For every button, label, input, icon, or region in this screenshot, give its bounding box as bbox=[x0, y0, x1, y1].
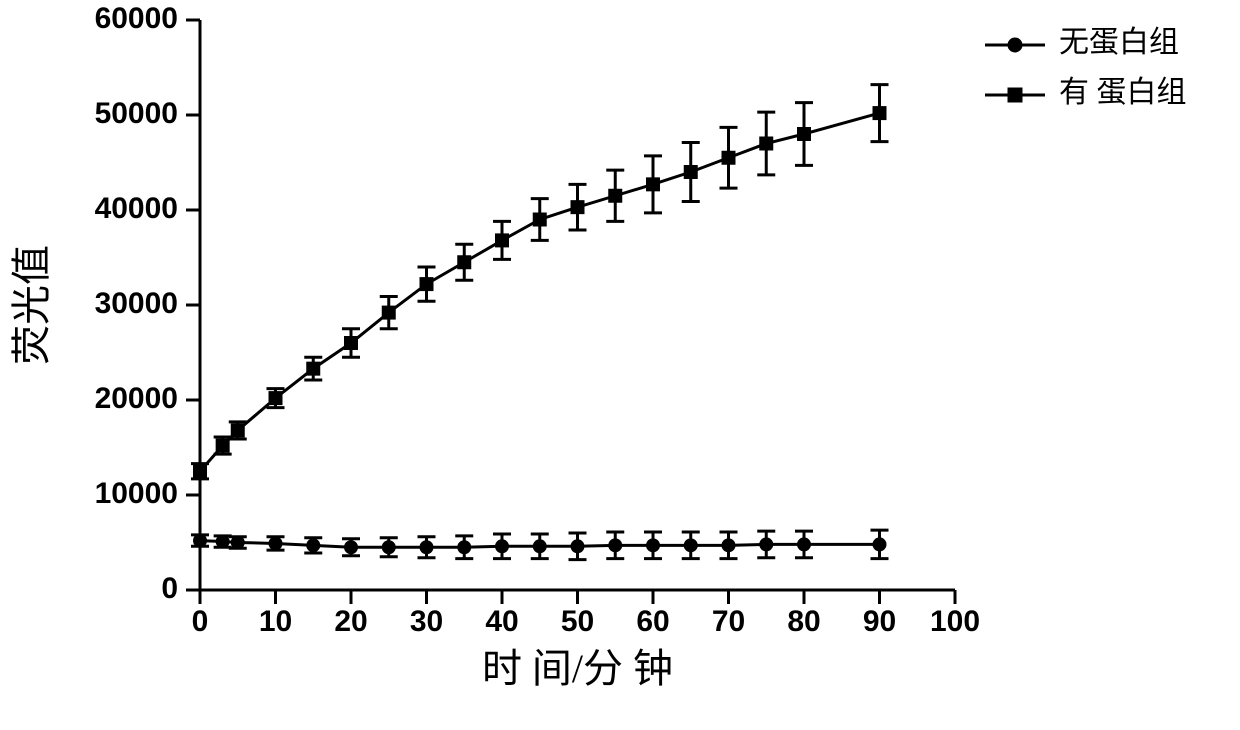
x-tick-label: 90 bbox=[863, 605, 896, 638]
y-tick-label: 0 bbox=[161, 572, 178, 605]
marker-square-icon bbox=[231, 423, 245, 437]
marker-circle-icon bbox=[216, 535, 230, 549]
legend: 无蛋白组有 蛋白组 bbox=[985, 26, 1187, 109]
marker-square-icon bbox=[495, 233, 509, 247]
series-line bbox=[200, 113, 880, 471]
x-tick-label: 60 bbox=[636, 605, 669, 638]
marker-circle-icon bbox=[608, 538, 622, 552]
x-axis-label: 时 间/分 钟 bbox=[482, 646, 673, 691]
marker-square-icon bbox=[457, 255, 471, 269]
legend-label: 有 蛋白组 bbox=[1059, 76, 1187, 109]
y-tick-label: 10000 bbox=[95, 477, 178, 510]
marker-square-icon bbox=[193, 464, 207, 478]
marker-circle-icon bbox=[797, 537, 811, 551]
marker-square-icon bbox=[533, 213, 547, 227]
y-tick-label: 30000 bbox=[95, 287, 178, 320]
marker-square-icon bbox=[608, 189, 622, 203]
marker-square-icon bbox=[420, 277, 434, 291]
marker-circle-icon bbox=[646, 538, 660, 552]
legend-marker-square-icon bbox=[1008, 88, 1023, 103]
marker-circle-icon bbox=[269, 536, 283, 550]
x-tick-label: 0 bbox=[192, 605, 209, 638]
marker-circle-icon bbox=[759, 537, 773, 551]
marker-circle-icon bbox=[306, 538, 320, 552]
marker-circle-icon bbox=[344, 540, 358, 554]
series-with_protein bbox=[191, 85, 889, 479]
legend-label: 无蛋白组 bbox=[1059, 26, 1179, 59]
marker-square-icon bbox=[269, 391, 283, 405]
marker-square-icon bbox=[797, 127, 811, 141]
x-tick-label: 30 bbox=[410, 605, 443, 638]
x-tick-label: 50 bbox=[561, 605, 594, 638]
marker-circle-icon bbox=[420, 540, 434, 554]
x-tick-label: 70 bbox=[712, 605, 745, 638]
line-chart: 0 10000 20000 30000 40000 50000 60000 0 10 20 30 40… bbox=[0, 0, 1240, 730]
marker-circle-icon bbox=[495, 539, 509, 553]
marker-square-icon bbox=[759, 137, 773, 151]
marker-square-icon bbox=[646, 177, 660, 191]
series-no_protein bbox=[191, 530, 889, 559]
legend-marker-circle-icon bbox=[1008, 38, 1023, 53]
marker-circle-icon bbox=[684, 538, 698, 552]
marker-circle-icon bbox=[571, 539, 585, 553]
x-tick-label: 10 bbox=[259, 605, 292, 638]
marker-square-icon bbox=[873, 106, 887, 120]
marker-circle-icon bbox=[722, 538, 736, 552]
marker-square-icon bbox=[722, 151, 736, 165]
marker-square-icon bbox=[344, 336, 358, 350]
x-tick-label: 100 bbox=[930, 605, 980, 638]
marker-square-icon bbox=[571, 200, 585, 214]
marker-square-icon bbox=[216, 439, 230, 453]
chart-container: 0 10000 20000 30000 40000 50000 60000 0 10 20 30 40… bbox=[0, 0, 1240, 730]
x-tick-label: 80 bbox=[787, 605, 820, 638]
marker-square-icon bbox=[382, 306, 396, 320]
marker-square-icon bbox=[306, 362, 320, 376]
marker-circle-icon bbox=[193, 534, 207, 548]
marker-circle-icon bbox=[457, 540, 471, 554]
marker-square-icon bbox=[684, 165, 698, 179]
y-axis-label: 荧光值 bbox=[9, 245, 54, 365]
marker-circle-icon bbox=[231, 536, 245, 550]
marker-circle-icon bbox=[873, 537, 887, 551]
y-tick-label: 60000 bbox=[95, 2, 178, 35]
x-tick-label: 40 bbox=[485, 605, 518, 638]
y-tick-label: 40000 bbox=[95, 192, 178, 225]
marker-circle-icon bbox=[533, 539, 547, 553]
marker-circle-icon bbox=[382, 540, 396, 554]
y-tick-label: 50000 bbox=[95, 97, 178, 130]
y-tick-label: 20000 bbox=[95, 382, 178, 415]
x-tick-label: 20 bbox=[334, 605, 367, 638]
